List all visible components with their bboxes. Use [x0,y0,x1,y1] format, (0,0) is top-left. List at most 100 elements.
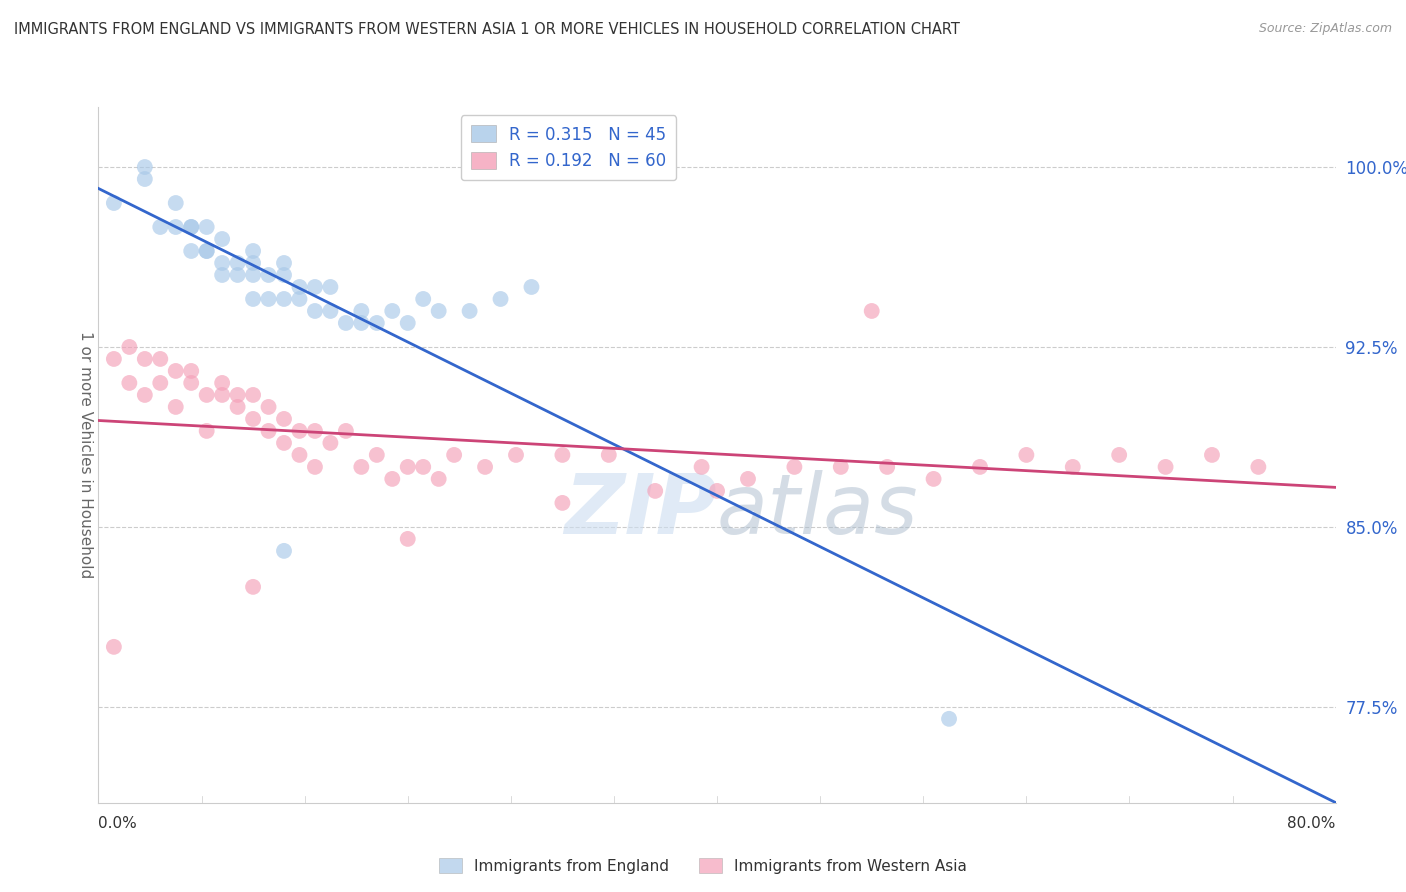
Point [737,472,759,486]
Point [551,448,574,462]
Point [242,292,264,306]
Text: 80.0%: 80.0% [1288,816,1336,831]
Point [103,640,125,654]
Point [396,459,419,474]
Point [118,376,141,390]
Point [180,244,202,258]
Point [134,351,156,366]
Point [242,412,264,426]
Point [149,376,172,390]
Text: ZIP: ZIP [564,470,717,551]
Text: IMMIGRANTS FROM ENGLAND VS IMMIGRANTS FROM WESTERN ASIA 1 OR MORE VEHICLES IN HO: IMMIGRANTS FROM ENGLAND VS IMMIGRANTS FR… [14,22,960,37]
Point [304,459,326,474]
Point [1062,459,1084,474]
Point [427,304,450,318]
Point [396,316,419,330]
Point [350,304,373,318]
Point [1154,459,1177,474]
Point [876,459,898,474]
Point [1247,459,1270,474]
Point [690,459,713,474]
Point [830,459,852,474]
Text: atlas: atlas [717,470,918,551]
Point [165,400,187,414]
Point [304,280,326,294]
Point [273,268,295,282]
Point [226,256,249,270]
Point [273,436,295,450]
Point [288,424,311,438]
Point [922,472,945,486]
Legend: R = 0.315   N = 45, R = 0.192   N = 60: R = 0.315 N = 45, R = 0.192 N = 60 [461,115,676,180]
Point [969,459,991,474]
Point [195,424,218,438]
Point [1201,448,1223,462]
Legend: Immigrants from England, Immigrants from Western Asia: Immigrants from England, Immigrants from… [433,852,973,880]
Point [304,304,326,318]
Point [103,351,125,366]
Point [350,459,373,474]
Point [551,496,574,510]
Point [118,340,141,354]
Point [366,448,388,462]
Point [211,232,233,246]
Point [288,448,311,462]
Point [489,292,512,306]
Point [211,376,233,390]
Point [366,316,388,330]
Point [226,400,249,414]
Point [211,388,233,402]
Point [242,256,264,270]
Point [134,160,156,174]
Point [134,388,156,402]
Point [149,351,172,366]
Point [335,424,357,438]
Point [288,292,311,306]
Point [257,424,280,438]
Point [165,219,187,234]
Point [381,472,404,486]
Point [257,268,280,282]
Point [257,292,280,306]
Point [288,280,311,294]
Point [319,304,342,318]
Point [474,459,496,474]
Point [505,448,527,462]
Point [242,580,264,594]
Point [706,483,728,498]
Point [226,268,249,282]
Point [211,268,233,282]
Point [644,483,666,498]
Point [165,364,187,378]
Point [180,364,202,378]
Point [257,400,280,414]
Point [180,219,202,234]
Point [938,712,960,726]
Point [195,244,218,258]
Point [211,256,233,270]
Point [396,532,419,546]
Point [443,448,465,462]
Point [335,316,357,330]
Text: 0.0%: 0.0% [98,816,138,831]
Point [165,196,187,211]
Point [319,280,342,294]
Point [458,304,481,318]
Point [273,256,295,270]
Point [195,388,218,402]
Point [149,219,172,234]
Point [180,376,202,390]
Text: Source: ZipAtlas.com: Source: ZipAtlas.com [1258,22,1392,36]
Point [427,472,450,486]
Point [273,292,295,306]
Point [381,304,404,318]
Point [180,219,202,234]
Y-axis label: 1 or more Vehicles in Household: 1 or more Vehicles in Household [77,331,93,579]
Point [1108,448,1130,462]
Point [412,292,434,306]
Point [412,459,434,474]
Point [304,424,326,438]
Point [860,304,883,318]
Point [195,219,218,234]
Point [226,388,249,402]
